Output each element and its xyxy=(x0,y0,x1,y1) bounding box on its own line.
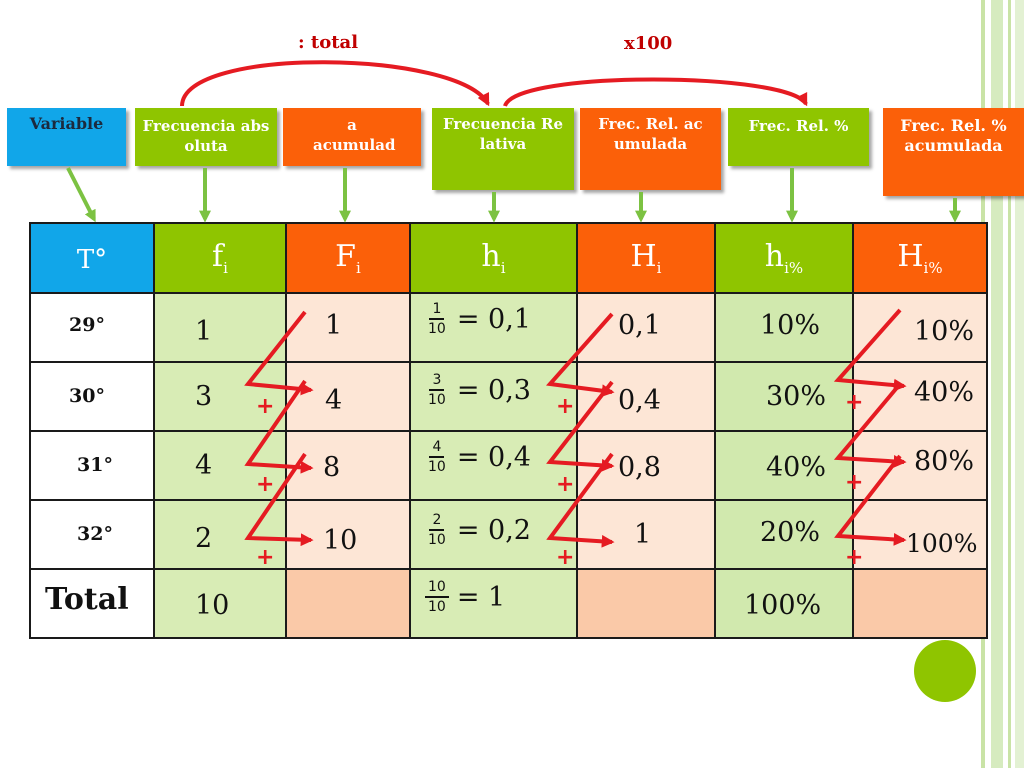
header-Fi: Fi xyxy=(285,222,411,294)
label-frec-absoluta: Frecuencia absoluta xyxy=(135,108,277,166)
fraction: 2 10 xyxy=(428,512,446,548)
plus-sign: + xyxy=(256,472,275,497)
temp-value: 29° xyxy=(69,314,105,336)
Hi-pct-value: 10% xyxy=(914,316,975,347)
total-label: Total xyxy=(45,582,129,617)
header-temp: T° xyxy=(29,222,155,294)
Hi-pct-value: 80% xyxy=(914,446,975,477)
table-row: 30° 3 4 3 10 = 0,3 0,4 30% 40% xyxy=(29,361,988,432)
header-Hi-pct: Hi% xyxy=(852,222,988,294)
label-frec-rel-acumulada: Frec. Rel. acumulada xyxy=(580,108,721,190)
fi-value: 4 xyxy=(195,450,213,481)
table-row: 29° 1 1 1 10 = 0,1 0,1 10% 10% xyxy=(29,292,988,363)
plus-sign: + xyxy=(256,545,275,570)
label-frec-rel-pct-acumulada: Frec. Rel. % acumulada xyxy=(883,108,1024,196)
header-hi: hi xyxy=(409,222,578,294)
Hi-pct-value: 40% xyxy=(914,377,975,408)
hi-value: = 0,4 xyxy=(456,441,531,473)
decor-stripe xyxy=(1008,0,1011,768)
hi-value: = 0,2 xyxy=(456,514,531,546)
Hi-value: 0,1 xyxy=(618,310,661,341)
Fi-value: 1 xyxy=(325,310,343,341)
label-frec-relativa: Frecuencia Relativa xyxy=(432,108,574,190)
fraction: 1 10 xyxy=(428,301,446,337)
header-hi-pct: hi% xyxy=(714,222,854,294)
Fi-value: 8 xyxy=(323,452,341,483)
Hi-value: 0,8 xyxy=(618,452,661,483)
fi-value: 2 xyxy=(195,523,213,554)
times-100-arrow xyxy=(503,77,808,108)
Fi-value: 4 xyxy=(325,385,343,416)
temp-value: 31° xyxy=(77,454,113,476)
plus-sign: + xyxy=(845,545,864,570)
hi-value: = 0,3 xyxy=(456,374,531,406)
header-row: T° fi Fi hi Hi hi% Hi% xyxy=(29,222,988,294)
plus-sign: + xyxy=(556,394,575,419)
fraction: 10 10 xyxy=(425,578,449,616)
total-annotation: : total xyxy=(298,32,359,53)
Hi-pct-value: 100% xyxy=(906,529,978,558)
fraction: 3 10 xyxy=(428,372,446,408)
label-frec-rel-pct: Frec. Rel. % xyxy=(728,108,869,166)
Fi-value: 10 xyxy=(323,525,358,556)
label-arrow xyxy=(66,167,96,223)
decor-circle xyxy=(914,640,976,702)
Hi-value: 1 xyxy=(634,519,652,550)
hi-pct-total: 100% xyxy=(744,590,822,621)
total-row: Total 10 10 10 = 1 100% xyxy=(29,568,988,639)
fraction: 4 10 xyxy=(428,439,446,475)
temp-value: 32° xyxy=(77,523,113,545)
hi-total: = 1 xyxy=(456,581,506,613)
plus-sign: + xyxy=(556,472,575,497)
Hi-value: 0,4 xyxy=(618,385,661,416)
plus-sign: + xyxy=(845,470,864,495)
table-row: 32° 2 10 2 10 = 0,2 1 20% 100% xyxy=(29,499,988,570)
label-frec-acumulada: a acumulad xyxy=(283,108,421,166)
hi-pct-value: 40% xyxy=(766,452,827,483)
divide-total-arrow xyxy=(180,60,490,107)
header-fi: fi xyxy=(153,222,287,294)
plus-sign: + xyxy=(845,390,864,415)
fi-value: 1 xyxy=(195,316,213,347)
plus-sign: + xyxy=(556,545,575,570)
frequency-table: T° fi Fi hi Hi hi% Hi% 29° 1 1 1 10 = 0,1 … xyxy=(29,222,988,639)
hi-pct-value: 10% xyxy=(760,310,821,341)
label-variable: Variable xyxy=(7,108,126,166)
hi-value: = 0,1 xyxy=(456,303,531,335)
cumulative-arrows-Fi xyxy=(244,310,314,547)
plus-sign: + xyxy=(256,394,275,419)
fi-value: 3 xyxy=(195,381,213,412)
decor-stripe xyxy=(1015,0,1024,768)
cumulative-arrows-Hi xyxy=(545,312,615,548)
header-Hi: Hi xyxy=(576,222,716,294)
temp-value: 30° xyxy=(69,385,105,407)
hi-pct-value: 30% xyxy=(766,381,827,412)
hi-pct-value: 20% xyxy=(760,517,821,548)
cumulative-arrows-Hi-pct xyxy=(833,308,907,546)
fi-total: 10 xyxy=(195,590,230,621)
x100-annotation: x100 xyxy=(624,33,673,54)
